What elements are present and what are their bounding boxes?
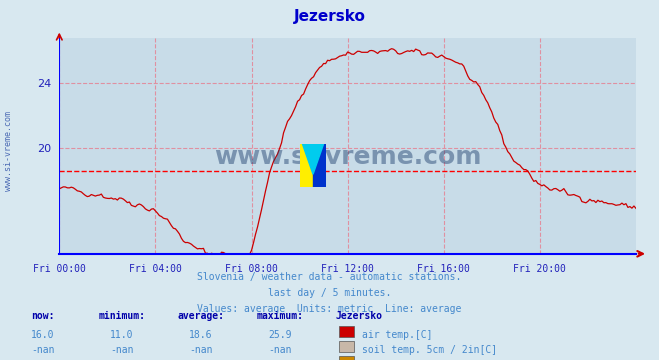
Text: Jezersko: Jezersko: [335, 311, 383, 321]
Polygon shape: [300, 144, 313, 187]
Text: air temp.[C]: air temp.[C]: [362, 330, 433, 340]
Text: Fri 00:00: Fri 00:00: [33, 264, 86, 274]
Text: maximum:: maximum:: [256, 311, 304, 321]
Polygon shape: [302, 144, 324, 174]
Text: www.si-vreme.com: www.si-vreme.com: [4, 111, 13, 191]
Text: 16.0: 16.0: [31, 330, 55, 340]
Polygon shape: [313, 144, 326, 187]
Text: average:: average:: [177, 311, 225, 321]
Text: 25.9: 25.9: [268, 330, 292, 340]
Text: -nan: -nan: [189, 345, 213, 355]
Text: now:: now:: [31, 311, 55, 321]
Text: Fri 16:00: Fri 16:00: [417, 264, 470, 274]
Text: -nan: -nan: [268, 345, 292, 355]
Text: soil temp. 5cm / 2in[C]: soil temp. 5cm / 2in[C]: [362, 345, 498, 355]
Text: Jezersko: Jezersko: [293, 9, 366, 24]
Text: Fri 12:00: Fri 12:00: [321, 264, 374, 274]
Text: minimum:: minimum:: [98, 311, 146, 321]
Text: 18.6: 18.6: [189, 330, 213, 340]
Text: Slovenia / weather data - automatic stations.: Slovenia / weather data - automatic stat…: [197, 272, 462, 282]
Text: last day / 5 minutes.: last day / 5 minutes.: [268, 288, 391, 298]
Text: -nan: -nan: [110, 345, 134, 355]
Text: -nan: -nan: [31, 345, 55, 355]
Text: Fri 08:00: Fri 08:00: [225, 264, 278, 274]
Text: 11.0: 11.0: [110, 330, 134, 340]
Text: Fri 04:00: Fri 04:00: [129, 264, 182, 274]
Text: Values: average  Units: metric  Line: average: Values: average Units: metric Line: aver…: [197, 304, 462, 314]
Text: www.si-vreme.com: www.si-vreme.com: [214, 145, 481, 168]
Text: Fri 20:00: Fri 20:00: [513, 264, 566, 274]
